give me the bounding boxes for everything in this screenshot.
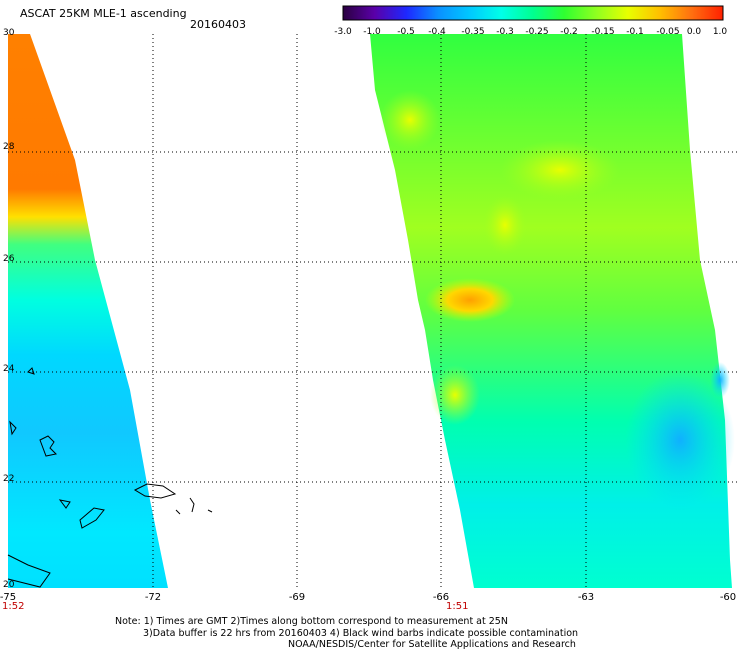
- note-line-2: 3)Data buffer is 22 hrs from 20160403 4)…: [143, 628, 579, 639]
- colorbar-label: -0.35: [461, 27, 485, 37]
- colorbar-label: -0.05: [656, 27, 680, 37]
- x-tick-label: -63: [577, 592, 595, 603]
- colorbar-label: 1.0: [712, 27, 728, 37]
- colorbar: [342, 5, 724, 21]
- colorbar-label: -1.0: [363, 27, 381, 37]
- colorbar-label: -0.3: [496, 27, 514, 37]
- map-title: ASCAT 25KM MLE-1 ascending: [20, 7, 187, 20]
- colorbar-gradient: [342, 5, 724, 21]
- x-tick-label: -69: [288, 592, 306, 603]
- colorbar-label: -0.25: [525, 27, 549, 37]
- note-line-1: Note: 1) Times are GMT 2)Times along bot…: [115, 616, 508, 627]
- y-tick-label: 20: [3, 580, 15, 590]
- colorbar-label: -0.5: [397, 27, 415, 37]
- colorbar-label: -0.1: [626, 27, 644, 37]
- y-tick-label: 26: [3, 254, 15, 264]
- time-right: 1:51: [446, 601, 469, 612]
- left-swath: [8, 34, 168, 588]
- colorbar-label: -0.2: [560, 27, 578, 37]
- colorbar-label: -0.4: [428, 27, 446, 37]
- time-left: 1:52: [2, 601, 25, 612]
- lat-lon-grid: [8, 34, 738, 590]
- colorbar-label: 0.0: [686, 27, 702, 37]
- island-outlines: [7, 367, 213, 588]
- x-tick-label: -72: [144, 592, 162, 603]
- x-tick-label: -60: [719, 592, 737, 603]
- right-swath: [370, 34, 735, 588]
- y-tick-label: 30: [3, 28, 15, 38]
- map-date: 20160403: [190, 18, 246, 31]
- x-tick-label: -75: [0, 592, 17, 603]
- colorbar-label: -0.15: [591, 27, 615, 37]
- colorbar-label: -3.0: [334, 27, 352, 37]
- note-line-3: NOAA/NESDIS/Center for Satellite Applica…: [288, 639, 576, 650]
- y-tick-label: 22: [3, 474, 15, 484]
- y-tick-label: 28: [3, 142, 15, 152]
- x-tick-label: -66: [432, 592, 450, 603]
- y-tick-label: 24: [3, 364, 15, 374]
